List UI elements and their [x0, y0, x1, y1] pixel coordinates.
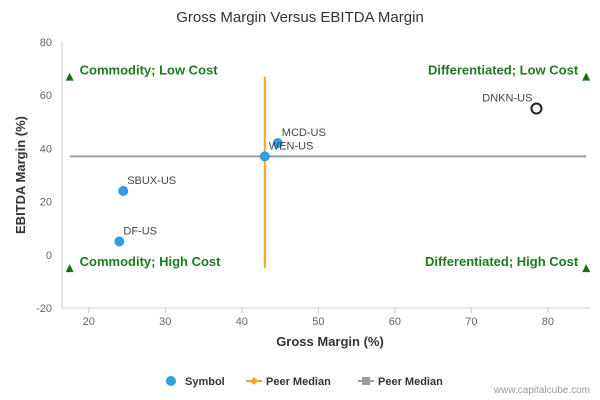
x-tick-label: 60	[389, 316, 401, 328]
data-point	[259, 151, 270, 162]
quadrant-marker	[65, 264, 74, 273]
data-point-label: DF-US	[123, 226, 157, 238]
quadrant-label: Differentiated; High Cost	[425, 254, 579, 269]
data-point	[530, 102, 543, 115]
x-tick-label: 40	[236, 316, 248, 328]
quadrant-label: Differentiated; Low Cost	[428, 63, 579, 78]
quadrant-label: Commodity; Low Cost	[80, 63, 219, 78]
quadrant-marker	[582, 72, 591, 81]
x-axis-label: Gross Margin (%)	[276, 334, 384, 349]
data-point	[272, 138, 283, 149]
legend-median-x-marker	[250, 377, 258, 385]
y-tick-label: 40	[40, 143, 52, 155]
legend-label: Symbol	[185, 376, 225, 388]
y-tick-label: -20	[36, 303, 52, 315]
x-tick-label: 50	[312, 316, 324, 328]
data-point-label: SBUX-US	[127, 175, 176, 187]
legend-symbol-marker	[166, 376, 176, 386]
legend-label: Peer Median	[378, 376, 443, 388]
plot-area: 20 30 40 50 60 70 80 -20 0 20 40 60 80 Commodity; Low…	[36, 37, 591, 328]
credit-text: www.capitalcube.com	[493, 385, 590, 396]
quadrant-marker	[65, 72, 74, 81]
legend-median-y-marker	[362, 377, 370, 385]
legend-label: Peer Median	[266, 376, 331, 388]
quadrant-label: Commodity; High Cost	[80, 254, 221, 269]
y-tick-label: 80	[40, 37, 52, 49]
quadrant-marker	[582, 264, 591, 273]
x-tick-label: 70	[465, 316, 477, 328]
chart-title: Gross Margin Versus EBITDA Margin	[176, 9, 424, 26]
data-point	[118, 185, 129, 196]
data-point-label: DNKN-US	[482, 93, 532, 105]
legend: Symbol Peer Median Peer Median	[166, 376, 443, 388]
y-tick-label: 60	[40, 90, 52, 102]
data-point	[114, 236, 125, 247]
data-point-label: WEN-US	[269, 140, 314, 152]
y-tick-label: 20	[40, 197, 52, 209]
data-point-label: MCD-US	[282, 127, 326, 139]
x-tick-label: 80	[542, 316, 554, 328]
x-tick-label: 20	[83, 316, 95, 328]
y-axis-label: EBITDA Margin (%)	[13, 116, 28, 234]
y-tick-label: 0	[46, 250, 52, 262]
x-tick-label: 30	[159, 316, 171, 328]
